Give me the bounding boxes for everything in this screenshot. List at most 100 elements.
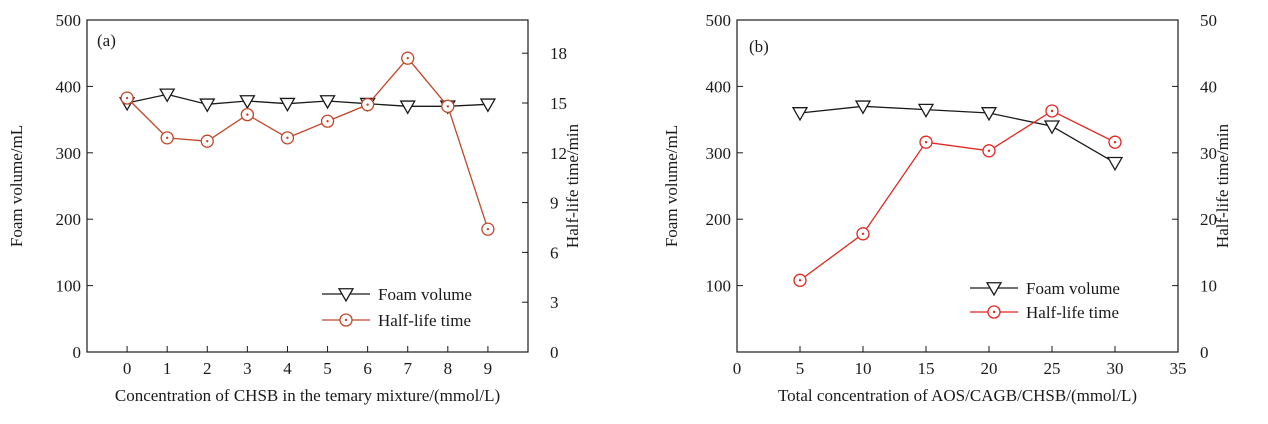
data-point-half-life-time-dot [246, 113, 249, 116]
plot-frame [736, 19, 1179, 353]
x-tick-label: 5 [796, 359, 805, 378]
data-point-half-life-time-dot [326, 120, 329, 123]
data-point-foam-volume [1043, 120, 1061, 135]
data-point-half-life-time [919, 135, 933, 149]
y-left-tick-label: 200 [56, 210, 82, 229]
x-tick-label: 35 [1170, 359, 1187, 378]
y-right-tick-label: 12 [550, 144, 567, 163]
data-point-foam-volume [279, 97, 296, 112]
legend-label: Foam volume [378, 285, 472, 304]
y-right-tick-label: 9 [550, 194, 559, 213]
data-point-half-life-time-dot [1050, 109, 1054, 113]
data-point-foam-volume [239, 95, 256, 110]
data-point-foam-volume [399, 100, 416, 115]
data-point-foam-volume [319, 95, 336, 110]
data-point-half-life-time-dot [125, 96, 129, 100]
data-point-half-life-time [1045, 104, 1059, 118]
y-right-axis-label: Half-life time/min [563, 123, 582, 248]
data-point-half-life-time [982, 144, 996, 158]
y-left-tick-label: 300 [706, 144, 732, 163]
y-left-tick-label: 100 [56, 277, 82, 296]
legend-marker [337, 288, 355, 303]
y-right-tick-label: 18 [550, 44, 567, 63]
data-point-half-life-time [1108, 135, 1122, 149]
data-point-half-life-time-dot [861, 232, 865, 236]
x-tick-label: 7 [403, 359, 412, 378]
x-axis-label: Total concentration of AOS/CAGB/CHSB/(mm… [778, 386, 1137, 405]
data-point-foam-volume [917, 103, 935, 118]
panel-label: (b) [749, 37, 769, 56]
data-point-half-life-time-dot [987, 149, 991, 153]
x-tick-label: 8 [444, 359, 453, 378]
series-line-half-life-time [126, 57, 489, 230]
data-point-half-life-time [160, 131, 174, 145]
data-point-foam-volume [791, 107, 809, 122]
data-point-foam-volume [980, 107, 998, 122]
plot-frame [86, 19, 529, 353]
data-point-foam-volume [1106, 156, 1124, 172]
data-point-half-life-time-dot [206, 139, 209, 143]
data-point-half-life-time [200, 134, 214, 148]
series-line-half-life-time [799, 110, 1116, 281]
legend-marker [985, 282, 1003, 297]
data-point-half-life-time [401, 51, 415, 65]
legend-marker [987, 305, 1001, 319]
legend-marker-dot [992, 310, 996, 314]
panel-label: (a) [97, 31, 116, 50]
data-point-half-life-time [240, 107, 255, 122]
data-point-foam-volume [479, 98, 497, 113]
x-tick-label: 3 [243, 359, 252, 378]
data-point-half-life-time-dot [924, 140, 928, 144]
y-right-tick-label: 15 [550, 94, 567, 113]
legend-marker [339, 313, 353, 327]
x-tick-label: 20 [981, 359, 998, 378]
data-point-half-life-time [120, 91, 134, 105]
y-left-tick-label: 500 [56, 11, 82, 30]
series-line-foam-volume [799, 105, 1116, 164]
x-axis-label: Concentration of CHSB in the temary mixt… [115, 386, 500, 405]
data-point-half-life-time-dot [486, 227, 490, 231]
data-point-half-life-time [793, 273, 807, 287]
legend-marker-dot [344, 318, 348, 322]
legend-label: Half-life time [1026, 303, 1119, 322]
x-tick-label: 0 [123, 359, 132, 378]
y-left-tick-label: 100 [706, 277, 732, 296]
data-point-foam-volume [854, 100, 872, 115]
y-right-tick-label: 3 [550, 293, 559, 312]
panel-a: 0 1 2 3 4 5 6 7 8 901002003004005000369121518Conc… [7, 11, 582, 405]
y-left-tick-label: 400 [706, 77, 732, 96]
data-point-half-life-time-dot [406, 56, 409, 60]
y-right-tick-label: 50 [1200, 11, 1217, 30]
y-left-axis-label: Foam volume/mL [662, 125, 681, 247]
legend-label: Half-life time [378, 311, 471, 330]
legend-label: Foam volume [1026, 279, 1120, 298]
data-point-half-life-time-dot [286, 136, 289, 140]
y-right-axis-label: Half-life time/min [1213, 123, 1232, 248]
x-tick-label: 5 [323, 359, 332, 378]
y-right-tick-label: 20 [1200, 210, 1217, 229]
y-right-tick-label: 40 [1200, 77, 1217, 96]
data-point-foam-volume [199, 98, 216, 113]
y-right-tick-label: 0 [1200, 343, 1209, 362]
x-tick-label: 0 [733, 359, 742, 378]
panel-b: 0 5 10 15 20 25 30 35 100 200 300 400 500 0 10 20 30 40 50… [662, 11, 1232, 405]
x-tick-label: 4 [283, 359, 292, 378]
x-tick-label: 30 [1107, 359, 1124, 378]
data-point-half-life-time-dot [446, 105, 450, 108]
x-tick-label: 10 [855, 359, 872, 378]
data-point-half-life-time [360, 98, 375, 112]
y-right-tick-label: 6 [550, 243, 559, 262]
x-tick-label: 2 [203, 359, 212, 378]
y-left-axis-label: Foam volume/mL [7, 125, 26, 247]
x-tick-label: 6 [363, 359, 372, 378]
y-right-tick-label: 10 [1200, 277, 1217, 296]
data-point-half-life-time-dot [1113, 140, 1117, 144]
y-left-tick-label: 200 [706, 210, 732, 229]
data-point-half-life-time-dot [366, 103, 369, 106]
y-left-tick-label: 0 [73, 343, 82, 362]
data-point-foam-volume [159, 88, 176, 103]
data-point-half-life-time [441, 99, 455, 113]
data-point-half-life-time [280, 131, 295, 145]
y-right-tick-label: 30 [1200, 144, 1217, 163]
